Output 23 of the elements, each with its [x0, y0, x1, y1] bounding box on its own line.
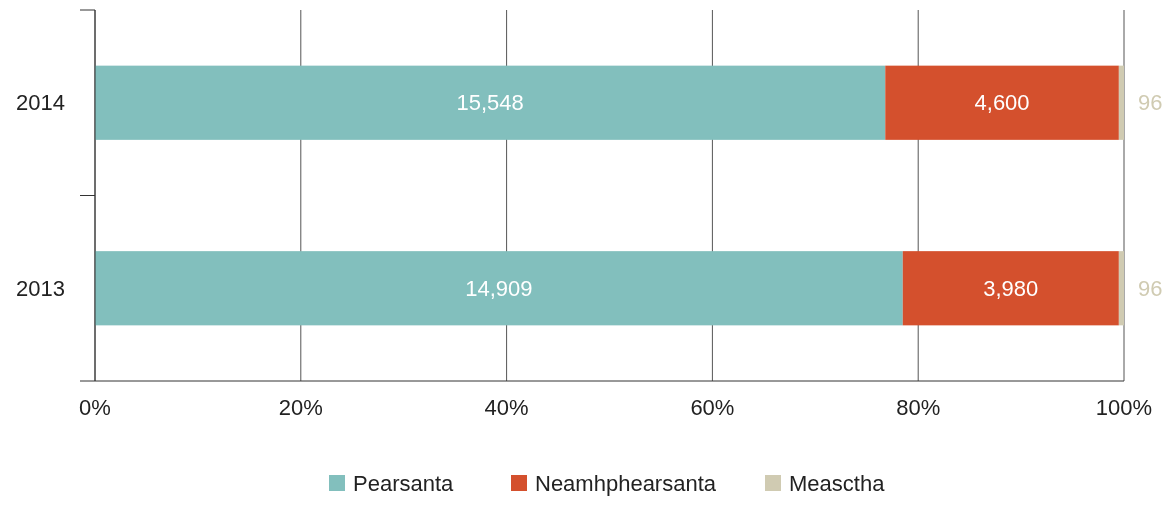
legend-label: Neamhphearsanta: [535, 471, 717, 496]
x-tick-label: 60%: [690, 395, 735, 420]
bar: [95, 251, 903, 326]
x-tick-label: 20%: [278, 395, 323, 420]
bar: [1118, 65, 1124, 140]
y-tick-label: 2013: [16, 275, 65, 301]
y-tick-label: 2014: [16, 90, 65, 116]
x-tick-label: 0%: [79, 395, 111, 420]
legend-label: Measctha: [789, 471, 886, 496]
annotation: 14,909: [465, 275, 533, 301]
legend-label: Pearsanta: [353, 471, 455, 496]
bar: [885, 65, 1119, 140]
x-tick-label: 100%: [1095, 395, 1153, 420]
annotation: 4,600: [974, 90, 1030, 116]
annotation: 15,548: [456, 90, 524, 116]
text: 96: [1138, 275, 1163, 301]
bar: [902, 251, 1119, 326]
bar: [1118, 251, 1124, 326]
bar: [95, 65, 886, 140]
x-tick-label: 80%: [896, 395, 941, 420]
text: 96: [1138, 90, 1163, 116]
annotation: 3,980: [983, 275, 1039, 301]
x-tick-label: 40%: [484, 395, 529, 420]
